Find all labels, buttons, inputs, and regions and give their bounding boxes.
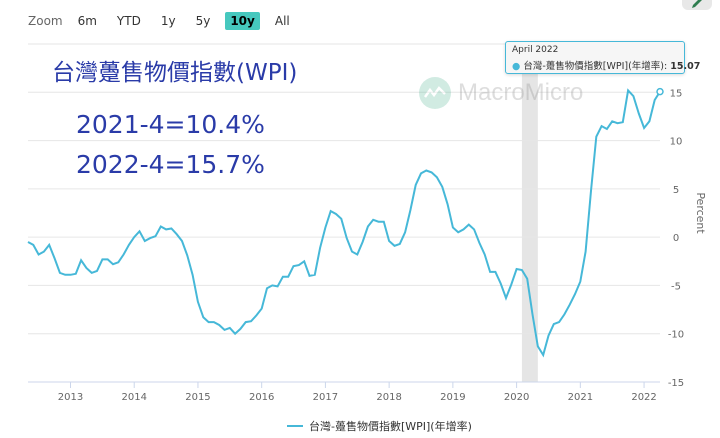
zoom-button-all[interactable]: All bbox=[274, 14, 290, 28]
y-tick-label: 0 bbox=[673, 233, 679, 244]
x-tick-label: 2013 bbox=[58, 392, 83, 403]
x-axis-ticks: 2013 2014 2015 2016 2017 2018 2019 2020 2021 2022 bbox=[58, 382, 657, 403]
tooltip-value: 15.07 bbox=[670, 61, 701, 72]
y-tick-label: 10 bbox=[670, 137, 683, 148]
zoom-toolbar: Zoom 6m YTD 1y 5y 10y All bbox=[28, 12, 295, 30]
data-point bbox=[656, 87, 664, 96]
point-markers bbox=[27, 87, 664, 356]
zoom-button-ytd[interactable]: YTD bbox=[116, 14, 141, 28]
series-line[interactable] bbox=[27, 88, 661, 358]
annotation-2021: 2021-4=10.4% bbox=[76, 110, 265, 139]
zoom-button-6m[interactable]: 6m bbox=[77, 14, 97, 28]
x-tick-label: 2018 bbox=[376, 392, 401, 403]
x-tick-label: 2015 bbox=[185, 392, 210, 403]
grid-lines bbox=[28, 43, 660, 383]
x-tick-label: 2020 bbox=[504, 392, 529, 403]
pencil-icon bbox=[692, 0, 702, 8]
tooltip-series: 台灣-躉售物價指數[WPI](年增率) bbox=[523, 61, 665, 72]
chart-title-overlay: 台灣躉售物價指數(WPI) bbox=[52, 60, 298, 86]
tooltip: April 2022 ● 台灣-躉售物價指數[WPI](年增率): 15.07 bbox=[505, 41, 701, 74]
highlight-band bbox=[521, 44, 538, 382]
zoom-button-5y[interactable]: 5y bbox=[195, 14, 211, 28]
y-axis-label: Percent bbox=[694, 192, 707, 234]
tooltip-dot-icon: ● bbox=[512, 61, 521, 72]
tooltip-date: April 2022 bbox=[512, 45, 559, 55]
x-tick-label: 2017 bbox=[313, 392, 338, 403]
y-tick-label: -5 bbox=[671, 281, 681, 292]
y-tick-label: 15 bbox=[670, 88, 683, 99]
y-tick-label: -15 bbox=[668, 378, 684, 389]
x-tick-label: 2019 bbox=[440, 392, 465, 403]
annotation-2022: 2022-4=15.7% bbox=[76, 150, 265, 179]
legend-line-icon bbox=[287, 425, 303, 427]
x-tick-label: 2016 bbox=[249, 392, 274, 403]
legend[interactable]: 台灣-躉售物價指數[WPI](年增率) bbox=[287, 418, 472, 434]
watermark-text: MacroMicro bbox=[458, 79, 584, 106]
y-tick-label: 5 bbox=[673, 185, 679, 196]
zoom-button-10y[interactable]: 10y bbox=[225, 12, 260, 30]
zoom-button-1y[interactable]: 1y bbox=[160, 14, 176, 28]
legend-label: 台灣-躉售物價指數[WPI](年增率) bbox=[309, 420, 472, 433]
tooltip-row: ● 台灣-躉售物價指數[WPI](年增率): 15.07 bbox=[512, 61, 701, 72]
x-tick-label: 2022 bbox=[631, 392, 656, 403]
x-tick-label: 2014 bbox=[121, 392, 146, 403]
y-tick-label: -10 bbox=[668, 330, 684, 341]
zoom-label: Zoom bbox=[28, 14, 63, 28]
edit-button[interactable] bbox=[682, 0, 712, 10]
x-tick-label: 2021 bbox=[568, 392, 593, 403]
watermark: MacroMicro bbox=[418, 76, 583, 110]
macromicro-logo-icon bbox=[419, 77, 451, 109]
